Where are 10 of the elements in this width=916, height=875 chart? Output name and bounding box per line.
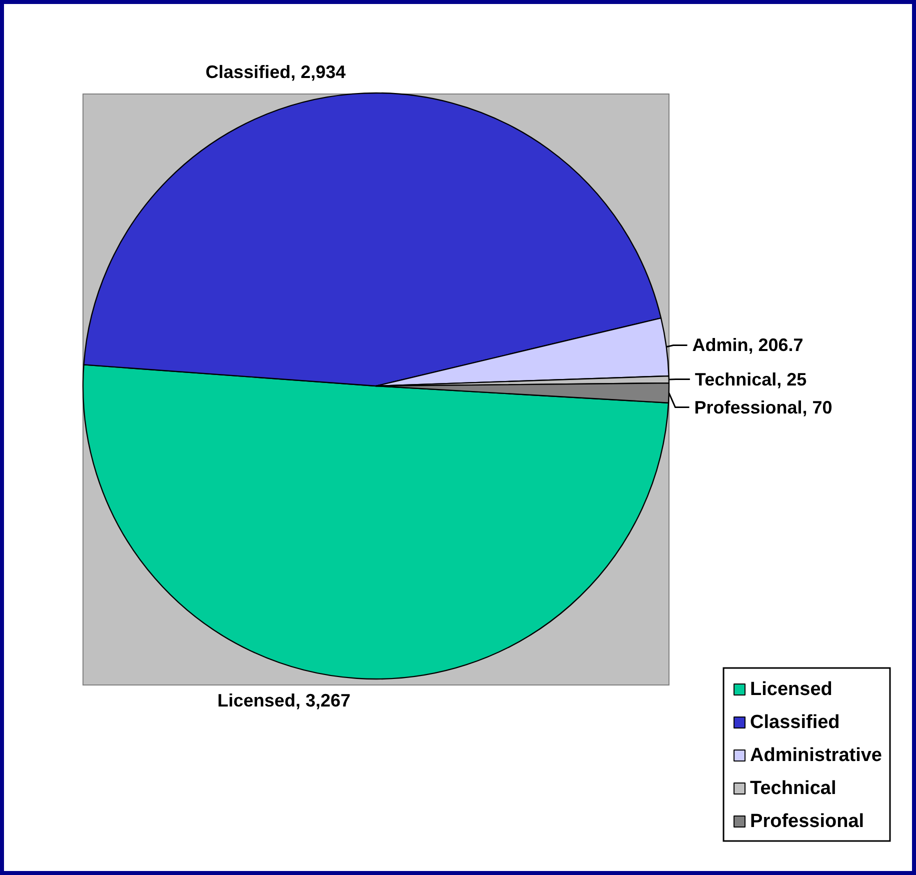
data-label: Classified, 2,934 [206, 62, 346, 82]
legend-label: Classified [750, 712, 840, 733]
data-label: Professional, 70 [694, 397, 832, 418]
legend-label: Technical [750, 778, 836, 799]
data-label: Technical, 25 [694, 369, 807, 390]
legend-label: Professional [750, 811, 864, 832]
data-label: Admin, 206.7 [692, 335, 804, 356]
legend-label: Licensed [750, 679, 832, 700]
data-label: Licensed, 3,267 [217, 690, 350, 710]
legend-label: Administrative [750, 745, 882, 766]
